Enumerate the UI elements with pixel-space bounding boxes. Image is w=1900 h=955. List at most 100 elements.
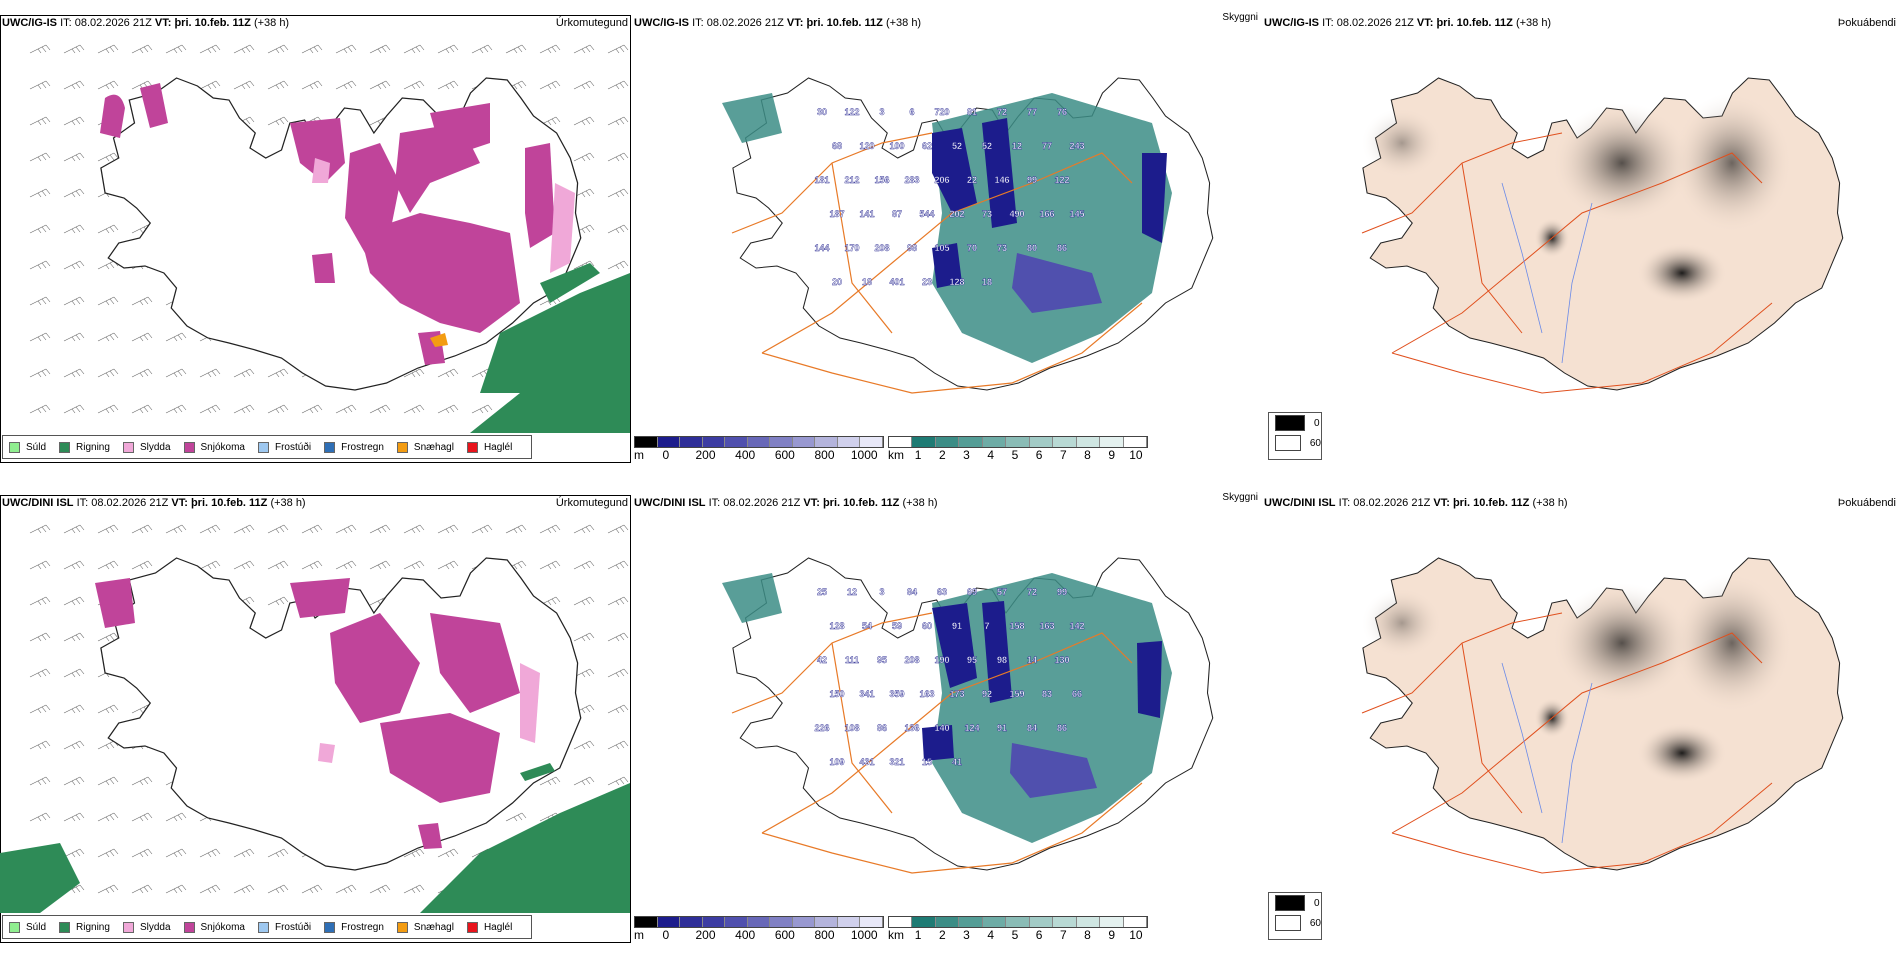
snow-pellets-area bbox=[430, 333, 448, 347]
cloud-base-label: 128 bbox=[829, 621, 844, 631]
wind-barb bbox=[505, 524, 527, 534]
colorbar-segment bbox=[1029, 917, 1054, 927]
legend-swatch bbox=[324, 921, 336, 933]
wind-barb bbox=[97, 224, 119, 234]
wind-barb bbox=[97, 404, 119, 414]
fog-indicator-map[interactable] bbox=[1262, 513, 1900, 913]
vt-value: þri. 10.feb. 11Z bbox=[1452, 497, 1530, 509]
legend-label: Súld bbox=[26, 441, 47, 453]
visibility-colorbar bbox=[888, 436, 1148, 448]
fog-legend-label: 0 bbox=[1314, 417, 1320, 429]
param-name: Úrkomutegund bbox=[555, 497, 628, 509]
cloud-visibility-panel: UWC/DINI ISL IT: 08.02.2026 21Z VT: þri.… bbox=[632, 480, 1262, 955]
scale-unit: km bbox=[888, 448, 904, 462]
legend-item: Súld bbox=[9, 921, 46, 933]
cloud-base-label: 84 bbox=[907, 587, 917, 597]
wind-barb bbox=[63, 224, 85, 234]
colorbar-segment bbox=[1100, 437, 1124, 447]
wind-barb bbox=[607, 44, 629, 54]
wind-barb bbox=[63, 740, 85, 750]
cloud-base-labels: 30 122 3 6 720 81 72 77 76 68 120 100 62 52 52 12 77 243 1… bbox=[814, 107, 1084, 287]
wind-barb bbox=[63, 632, 85, 642]
cloud-base-label: 431 bbox=[859, 757, 874, 767]
snow-areas bbox=[100, 83, 555, 365]
fog-indicator-map[interactable] bbox=[1262, 33, 1900, 433]
wind-barb bbox=[29, 704, 51, 714]
wind-barb bbox=[301, 80, 323, 90]
wind-barb bbox=[335, 404, 357, 414]
it-value: 08.02.2026 21Z bbox=[1336, 17, 1414, 29]
legend-label: Frostúði bbox=[274, 921, 312, 933]
cloud-base-label: 124 bbox=[964, 723, 979, 733]
wind-barb bbox=[335, 80, 357, 90]
wind-barb bbox=[301, 884, 323, 894]
precip-map[interactable] bbox=[0, 513, 630, 913]
wind-barb bbox=[199, 44, 221, 54]
param-name: Þokuábendi bbox=[1837, 497, 1896, 509]
wind-barb bbox=[539, 776, 561, 786]
wind-barb bbox=[63, 596, 85, 606]
wind-barb bbox=[199, 884, 221, 894]
cloud-base-label: 130 bbox=[1054, 655, 1069, 665]
rain-areas bbox=[470, 263, 630, 433]
fog-indicator-panel: UWC/IG-IS IT: 08.02.2026 21Z VT: þri. 10… bbox=[1262, 0, 1900, 475]
cloud-base-ticks: m 0 200 400 600 800 1000 bbox=[634, 448, 884, 462]
wind-barb bbox=[471, 44, 493, 54]
cloud-base-map[interactable]: 30 122 3 6 720 81 72 77 76 68 120 100 62 52 52 12 77 243 1… bbox=[632, 33, 1262, 433]
cloud-base-label: 100 bbox=[889, 141, 904, 151]
cloud-base-colorbar bbox=[634, 916, 884, 928]
it-value: 08.02.2026 21Z bbox=[1353, 497, 1431, 509]
wind-barb bbox=[97, 704, 119, 714]
wind-barb bbox=[63, 260, 85, 270]
cloud-base-label: 142 bbox=[1069, 621, 1084, 631]
wind-barb bbox=[607, 260, 629, 270]
scale-tick: 1000 bbox=[850, 928, 878, 942]
wind-barb bbox=[573, 740, 595, 750]
precip-map[interactable] bbox=[0, 33, 630, 433]
wind-barb bbox=[539, 116, 561, 126]
wind-barb bbox=[335, 524, 357, 534]
cloud-base-label: 208 bbox=[874, 243, 889, 253]
it-label: IT: bbox=[76, 497, 89, 509]
it-label: IT: bbox=[1338, 497, 1351, 509]
cloud-base-label: 136 bbox=[904, 723, 919, 733]
cloud-base-label: 60 bbox=[922, 621, 932, 631]
wind-barb bbox=[335, 884, 357, 894]
wind-barb bbox=[573, 188, 595, 198]
cloud-base-label: 69 bbox=[967, 587, 977, 597]
cloud-base-label: 173 bbox=[949, 689, 964, 699]
wind-barb bbox=[165, 848, 187, 858]
wind-barb bbox=[165, 812, 187, 822]
legend-item: Frostúði bbox=[257, 921, 312, 933]
wind-barb bbox=[607, 524, 629, 534]
wind-barb bbox=[29, 332, 51, 342]
colorbar-segment bbox=[1076, 917, 1101, 927]
wind-barb bbox=[199, 368, 221, 378]
wind-barb bbox=[607, 632, 629, 642]
vt-label: VT: bbox=[1433, 497, 1450, 509]
wind-barb bbox=[63, 152, 85, 162]
wind-barb bbox=[607, 224, 629, 234]
cloud-base-label: 3 bbox=[879, 107, 884, 117]
rivers bbox=[1501, 662, 1593, 844]
cloud-base-map[interactable]: 25 12 3 84 63 69 57 72 99 128 54 59 60 91 7 158 163 142 42… bbox=[632, 513, 1262, 913]
fog-legend-label: 0 bbox=[1314, 897, 1320, 909]
it-value: 08.02.2026 21Z bbox=[706, 17, 784, 29]
colorbar-segment bbox=[837, 437, 861, 447]
wind-barb bbox=[403, 884, 425, 894]
colorbar-segment bbox=[935, 437, 960, 447]
wind-barb bbox=[573, 596, 595, 606]
param-name: Þokuábendi bbox=[1837, 17, 1896, 29]
cloud-base-label: 41 bbox=[952, 757, 962, 767]
scale-tick: 1 bbox=[914, 928, 922, 942]
cloud-base-label: 120 bbox=[859, 141, 874, 151]
fog-legend: 0 60 bbox=[1268, 412, 1322, 460]
precip-type-panel: UWC/IG-IS IT: 08.02.2026 21Z VT: þri. 10… bbox=[0, 0, 632, 475]
scale-unit: km bbox=[888, 928, 904, 942]
legend-swatch bbox=[257, 921, 269, 933]
cloud-base-label: 3 bbox=[879, 587, 884, 597]
cloud-base-label: 76 bbox=[1057, 107, 1067, 117]
colorbar-segment bbox=[860, 917, 884, 927]
wind-barb bbox=[63, 776, 85, 786]
wind-barb bbox=[131, 812, 153, 822]
